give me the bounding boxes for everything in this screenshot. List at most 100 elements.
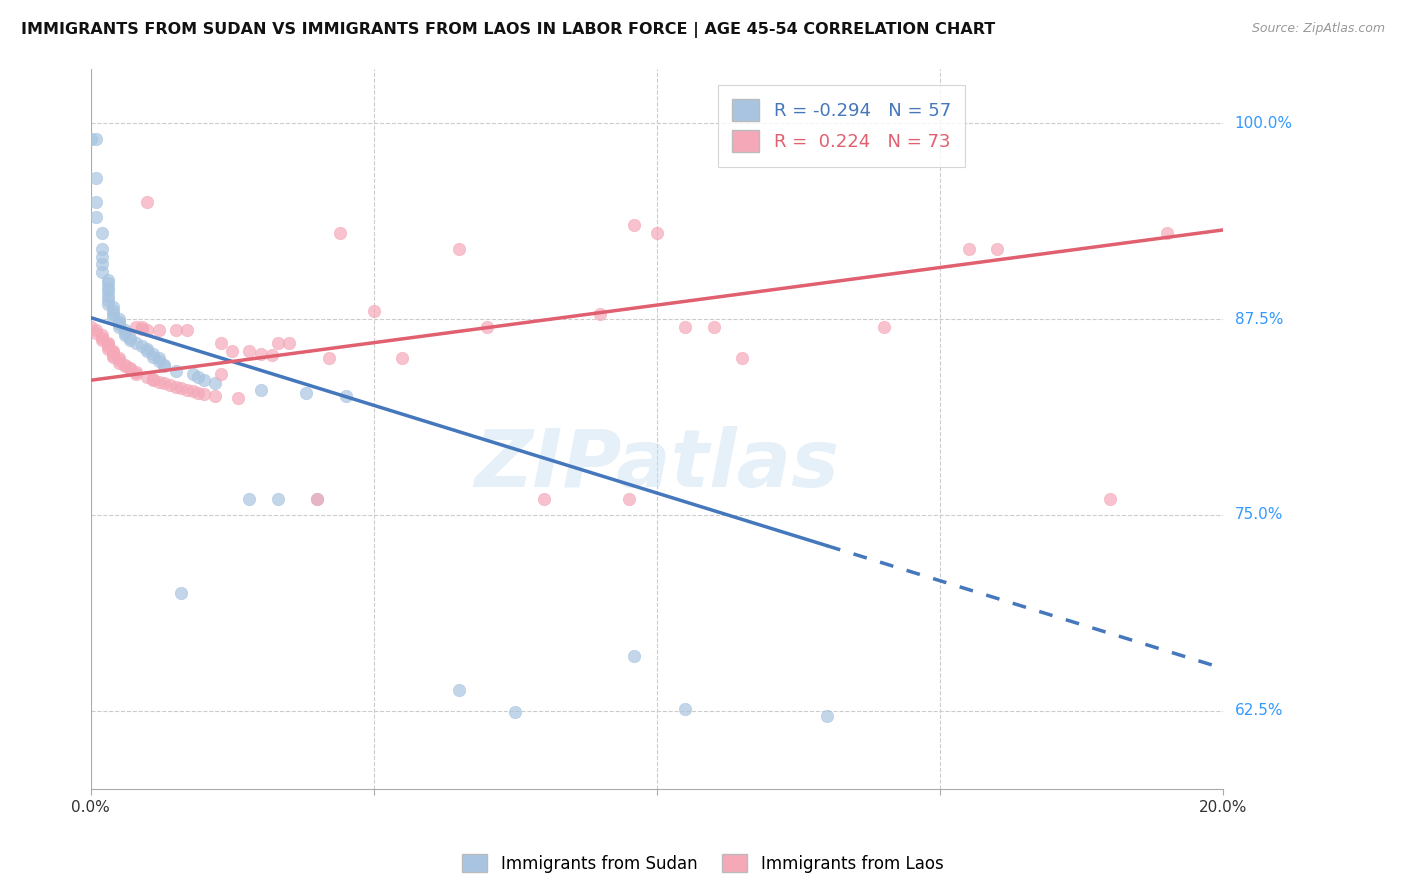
Point: [957, 242, 980, 256]
Point: [153, 376, 176, 391]
Point: [209, 367, 232, 381]
Point: [84, 132, 107, 146]
Text: IMMIGRANTS FROM SUDAN VS IMMIGRANTS FROM LAOS IN LABOR FORCE | AGE 45-54 CORRELA: IMMIGRANTS FROM SUDAN VS IMMIGRANTS FROM…: [21, 22, 995, 38]
Point: [181, 367, 204, 381]
Point: [165, 364, 187, 378]
Point: [170, 586, 193, 600]
Point: [120, 360, 142, 375]
Point: [193, 387, 215, 401]
Point: [125, 335, 148, 350]
Point: [97, 281, 120, 295]
Point: [97, 339, 120, 353]
Point: [136, 343, 159, 358]
Point: [170, 381, 193, 395]
Point: [703, 320, 725, 334]
Point: [589, 308, 612, 322]
Point: [673, 702, 696, 716]
Text: 75.0%: 75.0%: [1234, 508, 1282, 523]
Point: [108, 356, 131, 370]
Point: [97, 293, 120, 308]
Point: [114, 327, 136, 342]
Point: [249, 346, 271, 360]
Point: [125, 366, 148, 380]
Point: [645, 226, 668, 240]
Point: [91, 257, 114, 271]
Point: [136, 194, 159, 209]
Point: [84, 194, 107, 209]
Point: [872, 320, 894, 334]
Point: [204, 389, 226, 403]
Point: [617, 492, 640, 507]
Point: [97, 284, 120, 298]
Point: [148, 354, 170, 368]
Point: [1099, 492, 1122, 507]
Point: [148, 375, 170, 389]
Point: [142, 373, 165, 387]
Text: 100.0%: 100.0%: [1234, 116, 1292, 131]
Point: [91, 265, 114, 279]
Point: [153, 358, 176, 372]
Point: [181, 384, 204, 399]
Point: [91, 250, 114, 264]
Point: [125, 320, 148, 334]
Point: [108, 312, 131, 326]
Point: [295, 385, 318, 400]
Point: [623, 218, 645, 232]
Point: [108, 317, 131, 331]
Point: [103, 345, 125, 359]
Point: [120, 331, 142, 345]
Point: [307, 492, 329, 507]
Point: [505, 706, 527, 720]
Point: [986, 242, 1008, 256]
Point: [447, 242, 470, 256]
Point: [84, 323, 107, 337]
Text: Source: ZipAtlas.com: Source: ZipAtlas.com: [1251, 22, 1385, 36]
Point: [142, 350, 165, 364]
Point: [120, 362, 142, 376]
Point: [114, 359, 136, 374]
Point: [1156, 226, 1178, 240]
Point: [97, 288, 120, 302]
Point: [176, 323, 198, 337]
Point: [165, 379, 187, 393]
Point: [209, 335, 232, 350]
Point: [97, 273, 120, 287]
Point: [114, 323, 136, 337]
Point: [731, 351, 754, 366]
Point: [103, 304, 125, 318]
Point: [204, 376, 226, 391]
Point: [84, 326, 107, 341]
Point: [363, 304, 385, 318]
Point: [335, 389, 357, 403]
Point: [108, 351, 131, 366]
Point: [103, 310, 125, 325]
Point: [533, 492, 555, 507]
Point: [120, 333, 142, 347]
Point: [475, 320, 498, 334]
Point: [125, 367, 148, 381]
Text: ZIPatlas: ZIPatlas: [475, 425, 839, 504]
Point: [91, 333, 114, 347]
Point: [91, 226, 114, 240]
Point: [187, 370, 209, 384]
Point: [391, 351, 413, 366]
Point: [159, 378, 181, 392]
Point: [91, 242, 114, 256]
Legend: R = -0.294   N = 57, R =  0.224   N = 73: R = -0.294 N = 57, R = 0.224 N = 73: [717, 85, 965, 167]
Point: [97, 337, 120, 351]
Point: [673, 320, 696, 334]
Point: [131, 339, 153, 353]
Point: [114, 358, 136, 372]
Point: [79, 132, 101, 146]
Point: [108, 315, 131, 329]
Point: [103, 350, 125, 364]
Point: [97, 342, 120, 356]
Point: [136, 323, 159, 337]
Point: [148, 351, 170, 366]
Point: [266, 335, 288, 350]
Point: [815, 708, 838, 723]
Point: [136, 342, 159, 356]
Point: [91, 331, 114, 345]
Point: [193, 373, 215, 387]
Point: [238, 492, 260, 507]
